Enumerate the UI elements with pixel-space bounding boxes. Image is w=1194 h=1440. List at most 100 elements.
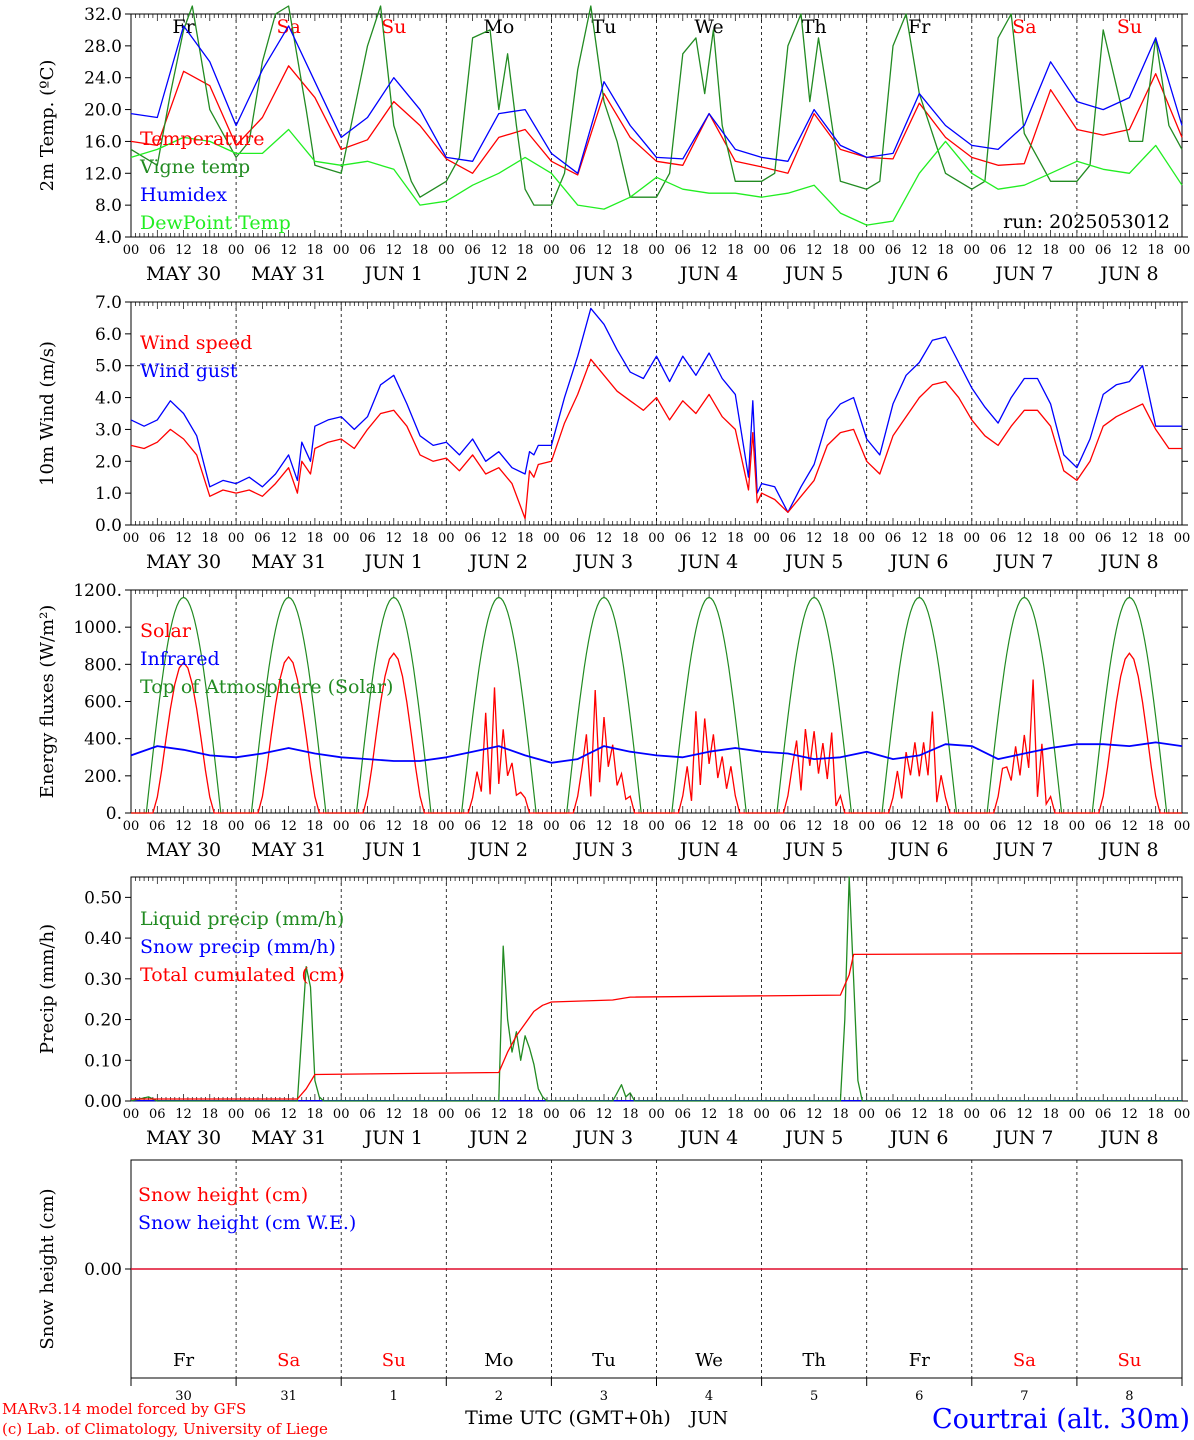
x-hour-label: 06 <box>990 1107 1007 1122</box>
x-hour-label: 18 <box>727 243 744 258</box>
x-hour-label: 06 <box>780 531 797 546</box>
x-hour-label: 00 <box>1069 243 1086 258</box>
x-date-label: JUN 8 <box>1098 839 1158 861</box>
x-hour-label: 18 <box>517 243 534 258</box>
x-hour-label: 12 <box>1016 819 1033 834</box>
x-hour-label: 00 <box>228 531 245 546</box>
y-tick-label: 20.0 <box>84 101 122 121</box>
x-hour-label: 12 <box>596 819 613 834</box>
x-hour-label: 06 <box>359 243 376 258</box>
x-hour-label: 06 <box>1095 531 1112 546</box>
panel-energy: 0. 200. 400. 600. 800. 1000. 1200. Energy fluxe… <box>37 581 1190 861</box>
x-hour-label: 18 <box>622 531 639 546</box>
day-number-label: 6 <box>915 1389 923 1404</box>
x-hour-label: 00 <box>964 819 981 834</box>
x-hour-label: 00 <box>858 1107 875 1122</box>
x-hour-label: 12 <box>385 531 402 546</box>
x-hour-label: 06 <box>464 1107 481 1122</box>
y-tick-label: 200. <box>84 767 122 787</box>
x-date-label: JUN 5 <box>783 1127 843 1149</box>
x-hour-label: 06 <box>885 819 902 834</box>
month-label: JUN <box>688 1408 728 1429</box>
x-hour-label: 06 <box>149 243 166 258</box>
x-hour-label: 06 <box>254 819 271 834</box>
weekday-label: We <box>695 1350 723 1371</box>
x-hour-label: 06 <box>675 1107 692 1122</box>
x-hour-label: 18 <box>832 1107 849 1122</box>
y-axis-label: 2m Temp. (ºC) <box>37 60 58 192</box>
x-hour-label: 18 <box>622 819 639 834</box>
x-hour-label: 18 <box>1042 243 1059 258</box>
x-hour-label: 06 <box>990 819 1007 834</box>
x-hour-label: 00 <box>123 819 140 834</box>
x-hour-label: 18 <box>1147 531 1164 546</box>
weekday-label: Th <box>802 1350 826 1371</box>
x-hour-label: 12 <box>1121 819 1138 834</box>
x-hour-label: 18 <box>412 531 429 546</box>
x-hour-label: 06 <box>780 819 797 834</box>
x-hour-label: 18 <box>202 243 219 258</box>
x-hour-label: 00 <box>1174 531 1191 546</box>
weekday-label: Su <box>382 1350 406 1371</box>
x-hour-label: 18 <box>517 531 534 546</box>
y-tick-label: 0.30 <box>84 970 122 990</box>
x-date-label: JUN 2 <box>468 263 528 285</box>
x-date-label: MAY 31 <box>251 263 326 285</box>
y-tick-label: 32.0 <box>84 5 122 25</box>
x-hour-label: 12 <box>701 1107 718 1122</box>
x-date-label: JUN 6 <box>888 263 948 285</box>
series-line-wind-speed <box>130 358 1182 520</box>
y-tick-label: 0.50 <box>84 888 122 908</box>
x-hour-label: 00 <box>123 243 140 258</box>
x-hour-label: 12 <box>701 531 718 546</box>
y-tick-label: 1.0 <box>95 484 122 504</box>
x-date-label: MAY 30 <box>146 839 221 861</box>
x-date-label: JUN 3 <box>573 551 633 573</box>
series-line-liquid-precip <box>130 876 1182 1102</box>
x-hour-label: 00 <box>964 1107 981 1122</box>
x-hour-label: 06 <box>885 1107 902 1122</box>
x-hour-label: 18 <box>307 243 324 258</box>
x-hour-label: 18 <box>202 531 219 546</box>
x-hour-label: 12 <box>280 1107 297 1122</box>
y-tick-label: 1000. <box>73 618 122 638</box>
weekday-label: Mo <box>484 1350 513 1371</box>
y-tick-label: 5.0 <box>95 357 122 377</box>
x-hour-label: 00 <box>228 819 245 834</box>
day-number-label: 4 <box>705 1389 713 1404</box>
legend-entry: Snow height (cm) <box>138 1184 308 1206</box>
x-hour-label: 12 <box>1016 1107 1033 1122</box>
x-hour-label: 06 <box>569 243 586 258</box>
x-hour-label: 18 <box>1147 243 1164 258</box>
x-hour-label: 12 <box>280 531 297 546</box>
y-tick-label: 12.0 <box>84 164 122 184</box>
x-date-label: JUN 3 <box>573 839 633 861</box>
y-tick-label: 0.00 <box>84 1092 122 1112</box>
x-hour-label: 00 <box>648 819 665 834</box>
x-hour-label: 00 <box>648 531 665 546</box>
x-hour-label: 00 <box>648 243 665 258</box>
x-hour-label: 00 <box>1069 819 1086 834</box>
x-hour-label: 06 <box>464 819 481 834</box>
x-hour-label: 18 <box>727 819 744 834</box>
x-date-label: JUN 2 <box>468 839 528 861</box>
x-axis-label: Time UTC (GMT+0h) <box>465 1407 671 1429</box>
series-line-dewpoint-temp <box>130 128 1183 226</box>
x-hour-label: 00 <box>333 1107 350 1122</box>
y-axis-label: Energy fluxes (W/m²) <box>37 605 58 799</box>
x-hour-label: 00 <box>543 531 560 546</box>
x-hour-label: 18 <box>1042 819 1059 834</box>
legend-entry: Snow precip (mm/h) <box>140 936 336 958</box>
x-hour-label: 06 <box>780 1107 797 1122</box>
y-tick-label: 1200. <box>73 581 122 601</box>
x-hour-label: 06 <box>1095 243 1112 258</box>
day-number-label: 1 <box>390 1389 398 1404</box>
x-hour-label: 12 <box>1121 531 1138 546</box>
x-hour-label: 18 <box>412 819 429 834</box>
x-hour-label: 12 <box>491 531 508 546</box>
x-hour-label: 12 <box>491 819 508 834</box>
x-hour-label: 12 <box>1016 531 1033 546</box>
x-date-label: JUN 3 <box>573 263 633 285</box>
x-date-label: JUN 4 <box>678 551 738 573</box>
x-hour-label: 18 <box>1147 819 1164 834</box>
